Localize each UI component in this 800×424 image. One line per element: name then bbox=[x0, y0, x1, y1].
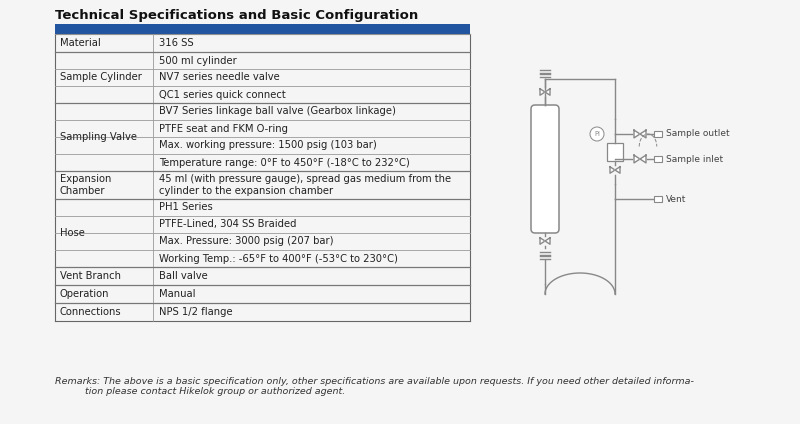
Polygon shape bbox=[634, 130, 640, 138]
Text: Sampling Valve: Sampling Valve bbox=[60, 132, 137, 142]
Text: PTFE-Lined, 304 SS Braided: PTFE-Lined, 304 SS Braided bbox=[159, 220, 297, 229]
Circle shape bbox=[590, 127, 604, 141]
Text: Manual: Manual bbox=[159, 289, 195, 299]
Text: NV7 series needle valve: NV7 series needle valve bbox=[159, 73, 280, 83]
Polygon shape bbox=[540, 238, 545, 244]
Polygon shape bbox=[615, 167, 620, 173]
Text: Hose: Hose bbox=[60, 228, 85, 238]
Polygon shape bbox=[545, 238, 550, 244]
Text: 500 ml cylinder: 500 ml cylinder bbox=[159, 56, 237, 65]
Polygon shape bbox=[545, 89, 550, 95]
Text: tion please contact Hikelok group or authorized agent.: tion please contact Hikelok group or aut… bbox=[85, 387, 346, 396]
FancyBboxPatch shape bbox=[531, 105, 559, 233]
Text: Temperature range: 0°F to 450°F (-18°C to 232°C): Temperature range: 0°F to 450°F (-18°C t… bbox=[159, 157, 410, 167]
Text: Vent: Vent bbox=[666, 195, 686, 204]
Text: Remarks: The above is a basic specification only, other specifications are avail: Remarks: The above is a basic specificat… bbox=[55, 377, 694, 386]
Text: 316 SS: 316 SS bbox=[159, 38, 194, 48]
Text: Material: Material bbox=[60, 38, 101, 48]
Text: Operation: Operation bbox=[60, 289, 110, 299]
Text: Ball valve: Ball valve bbox=[159, 271, 208, 281]
Polygon shape bbox=[634, 155, 640, 163]
Text: Max. working pressure: 1500 psig (103 bar): Max. working pressure: 1500 psig (103 ba… bbox=[159, 140, 377, 151]
Polygon shape bbox=[640, 130, 646, 138]
Polygon shape bbox=[610, 167, 615, 173]
Polygon shape bbox=[640, 155, 646, 163]
Text: PTFE seat and FKM O-ring: PTFE seat and FKM O-ring bbox=[159, 123, 288, 134]
Text: Working Temp.: -65°F to 400°F (-53°C to 230°C): Working Temp.: -65°F to 400°F (-53°C to … bbox=[159, 254, 398, 263]
Text: 45 ml (with pressure gauge), spread gas medium from the
cylinder to the expansio: 45 ml (with pressure gauge), spread gas … bbox=[159, 174, 451, 196]
Bar bbox=[607, 143, 623, 161]
Bar bbox=[55, 24, 470, 34]
Text: NPS 1/2 flange: NPS 1/2 flange bbox=[159, 307, 233, 317]
Bar bbox=[654, 156, 662, 162]
Text: Max. Pressure: 3000 psig (207 bar): Max. Pressure: 3000 psig (207 bar) bbox=[159, 237, 334, 246]
Text: Technical Specifications and Basic Configuration: Technical Specifications and Basic Confi… bbox=[55, 9, 418, 22]
Text: Sample outlet: Sample outlet bbox=[666, 129, 730, 139]
Text: PI: PI bbox=[594, 131, 600, 137]
Text: QC1 series quick connect: QC1 series quick connect bbox=[159, 89, 286, 100]
Text: PH1 Series: PH1 Series bbox=[159, 203, 213, 212]
Text: BV7 Series linkage ball valve (Gearbox linkage): BV7 Series linkage ball valve (Gearbox l… bbox=[159, 106, 396, 117]
Bar bbox=[654, 131, 662, 137]
Text: Sample Cylinder: Sample Cylinder bbox=[60, 73, 142, 83]
Bar bbox=[654, 196, 662, 202]
Text: Connections: Connections bbox=[60, 307, 122, 317]
Polygon shape bbox=[540, 89, 545, 95]
Text: Sample inlet: Sample inlet bbox=[666, 154, 723, 164]
Text: Vent Branch: Vent Branch bbox=[60, 271, 121, 281]
Text: Expansion
Chamber: Expansion Chamber bbox=[60, 174, 111, 196]
